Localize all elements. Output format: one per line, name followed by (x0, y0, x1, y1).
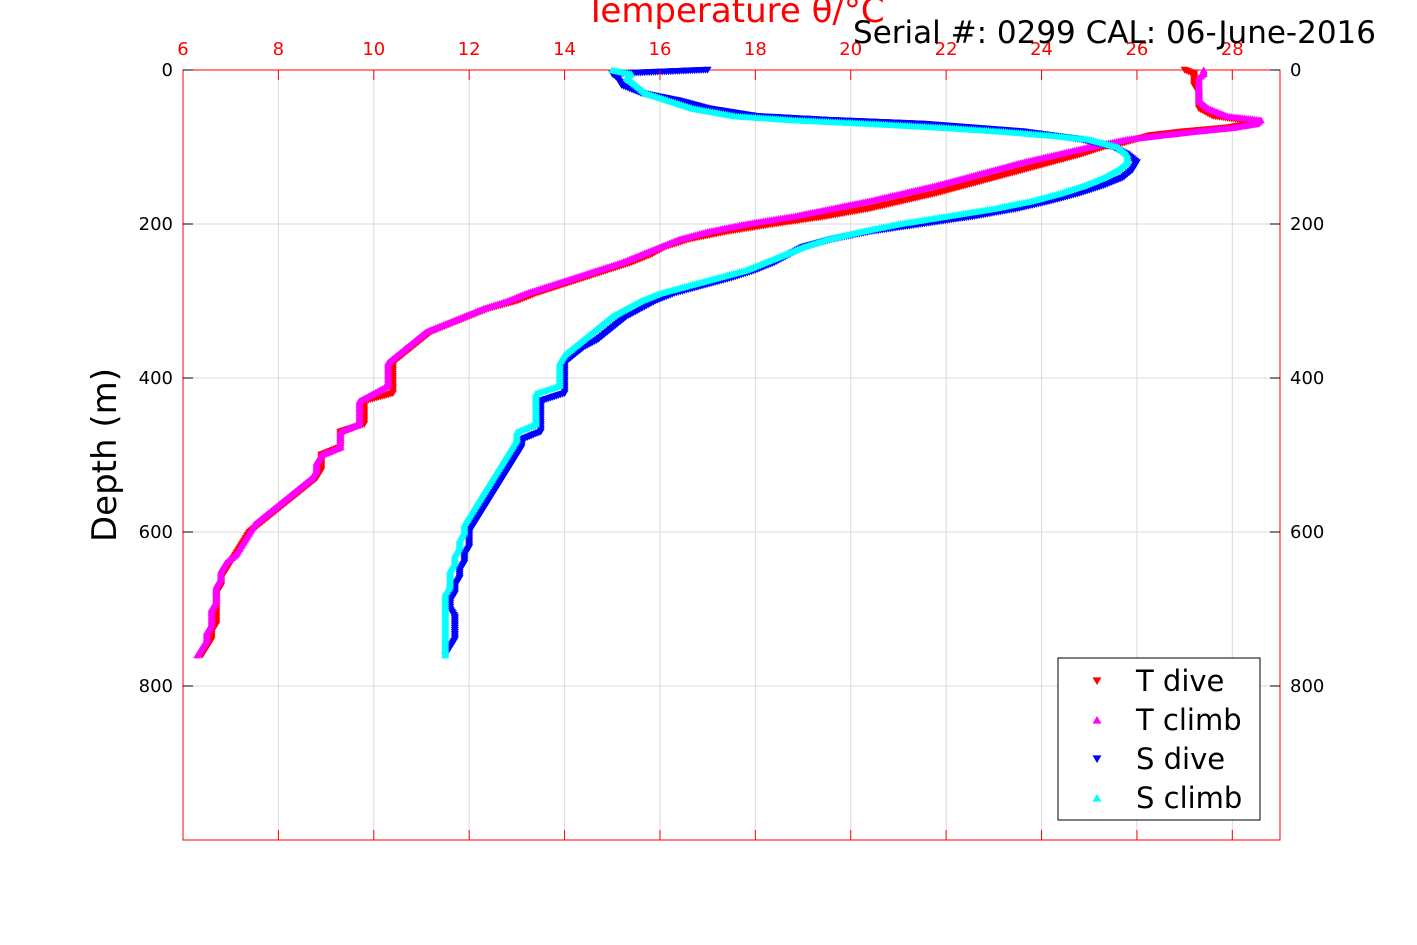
y-tick-label-right: 400 (1290, 368, 1324, 389)
y-tick-label-right: 600 (1290, 522, 1324, 543)
plot-area-frame (182, 69, 1281, 841)
serial-calibration-label: Serial #: 0299 CAL: 06-June-2016 (853, 15, 1376, 51)
legend-label: S dive (1136, 742, 1225, 776)
legend-marker (1092, 715, 1102, 724)
legend-label: T climb (1135, 703, 1242, 737)
x-tick-label: 24 (1030, 39, 1053, 60)
y-tick-label-left: 400 (139, 368, 173, 389)
series-t-dive (198, 66, 1256, 659)
x-tick-label: 16 (649, 39, 672, 60)
x-tick-label: 26 (1125, 39, 1148, 60)
y-tick-label-left: 0 (162, 60, 173, 81)
y-tick-label-left: 800 (139, 676, 173, 697)
y-axis-label: Depth (m) (85, 368, 125, 542)
x-tick-label: 6 (177, 39, 188, 60)
x-tick-label: 28 (1221, 39, 1244, 60)
grid-lines (182, 70, 1280, 840)
legend-box (1057, 657, 1261, 821)
y-tick-label-right: 800 (1290, 676, 1324, 697)
legend-label: S climb (1136, 781, 1242, 815)
y-tick-label-right: 200 (1290, 214, 1324, 235)
legend-marker (1092, 677, 1102, 686)
series-s-climb (441, 66, 1132, 659)
x-tick-label: 20 (839, 39, 862, 60)
series-s-dive (441, 66, 1141, 659)
y-tick-label-left: 600 (139, 522, 173, 543)
x-tick-label: 10 (362, 39, 385, 60)
x-tick-label: 12 (458, 39, 481, 60)
y-tick-label-left: 200 (139, 214, 173, 235)
series-t-climb (193, 66, 1265, 659)
x-axis-ticks: 6 8 10 12 14 16 18 20 22 24 26 28 (177, 39, 1244, 840)
chart-title: Temperature θ/°C (584, 0, 884, 31)
x-tick-label: 18 (744, 39, 767, 60)
y-tick-label-right: 0 (1290, 60, 1301, 81)
legend-marker (1092, 793, 1102, 802)
legend-marker (1092, 755, 1102, 764)
y-axis-ticks: 0 0 200 200 400 400 600 600 800 800 (139, 60, 1325, 697)
legend-label: T dive (1135, 664, 1224, 698)
data-point (193, 651, 202, 659)
x-tick-label: 14 (553, 39, 576, 60)
x-tick-label: 8 (273, 39, 284, 60)
data-point (441, 651, 450, 659)
data-series-layer (193, 66, 1265, 659)
legend: T dive T climb S dive S climb (1057, 657, 1261, 821)
x-tick-label: 22 (935, 39, 958, 60)
